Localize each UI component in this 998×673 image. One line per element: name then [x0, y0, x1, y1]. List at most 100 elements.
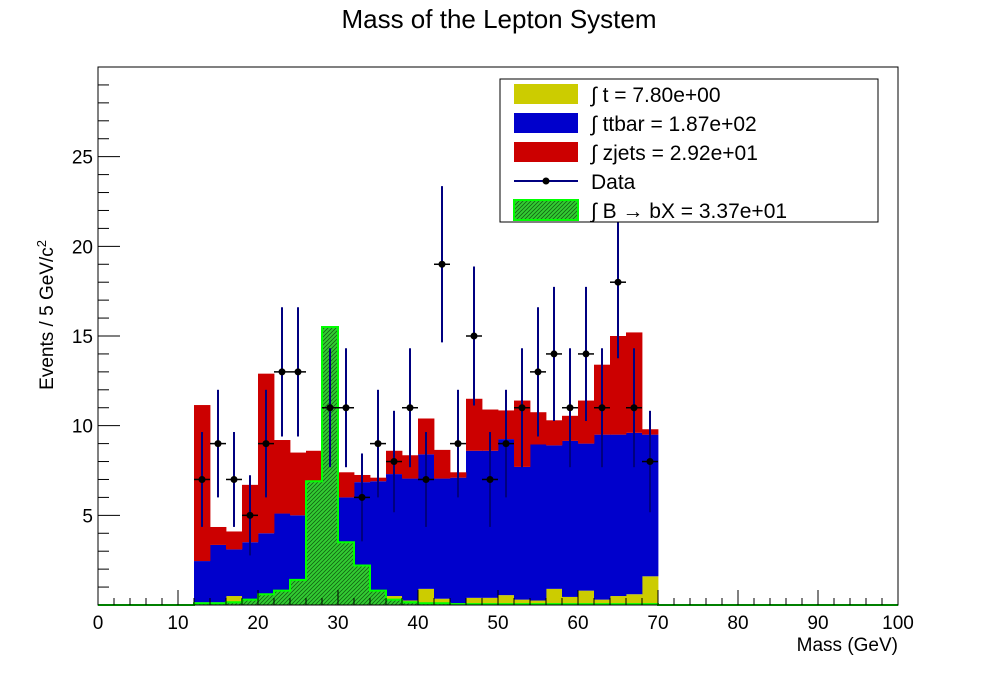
data-point-0	[198, 475, 206, 483]
data-point-12	[406, 404, 414, 412]
plot-area	[98, 186, 898, 606]
data-point-24	[598, 404, 606, 412]
data-point-25	[614, 278, 622, 286]
signal-bar-6	[290, 579, 306, 605]
y-axis-label-main: Events / 5 GeV/c	[37, 247, 58, 390]
bar-t-14	[418, 588, 435, 605]
legend-signal-label: ∫ B → bX = 3.37e+01	[590, 200, 787, 223]
bar-t-15	[434, 598, 451, 605]
chart-title: Mass of the Lepton System	[341, 4, 656, 34]
signal-bar-10	[354, 565, 370, 605]
bar-ttbar-12	[386, 474, 403, 597]
bar-ttbar-24	[578, 443, 595, 591]
x-tick-label-60: 60	[567, 613, 588, 634]
data-point-14	[438, 260, 446, 268]
legend: ∫ t = 7.80e+00 ∫ ttbar = 1.87e+02 ∫ zjets …	[499, 78, 879, 223]
legend-data-marker	[542, 177, 550, 185]
bar-ttbar-4	[258, 533, 275, 597]
signal-bar-5	[274, 590, 290, 605]
bar-ttbar-20	[514, 466, 531, 600]
bar-zjets-2	[226, 531, 243, 550]
y-tick-label-15: 15	[72, 327, 93, 348]
x-tick-label-80: 80	[727, 613, 748, 634]
data-point-6	[294, 368, 302, 376]
signal-bar-2	[226, 602, 242, 605]
y-tick-label-5: 5	[82, 506, 93, 527]
data-point-27	[646, 458, 654, 466]
signal-bar-13	[402, 602, 418, 605]
bar-zjets-17	[466, 398, 483, 451]
legend-zjets-swatch	[514, 142, 578, 162]
x-tick-label-100: 100	[882, 613, 914, 634]
bar-ttbar-3	[242, 542, 259, 600]
data-point-26	[630, 404, 638, 412]
y-tick-label-10: 10	[72, 417, 93, 438]
data-point-5	[278, 368, 286, 376]
bar-zjets-18	[482, 409, 499, 451]
data-point-4	[262, 440, 270, 448]
bar-ttbar-22	[546, 445, 563, 589]
bar-zjets-22	[546, 420, 563, 446]
bar-t-17	[466, 597, 483, 605]
bar-ttbar-6	[290, 515, 307, 595]
signal-bar-11	[370, 590, 386, 605]
legend-t-swatch	[514, 84, 578, 104]
signal-outline	[98, 326, 898, 606]
bar-t-22	[546, 588, 563, 605]
data-point-18	[502, 440, 510, 448]
data-point-23	[582, 350, 590, 358]
x-tick-label-70: 70	[647, 613, 668, 634]
bar-ttbar-16	[450, 477, 467, 604]
y-tick-label-25: 25	[72, 148, 93, 169]
legend-signal-swatch	[513, 199, 579, 221]
bar-ttbar-26	[610, 434, 627, 597]
bar-ttbar-27	[626, 432, 643, 595]
data-point-16	[470, 332, 478, 340]
x-tick-label-40: 40	[407, 613, 428, 634]
legend-data-label: Data	[591, 171, 636, 194]
bar-zjets-15	[434, 449, 451, 479]
bar-t-20	[514, 599, 531, 605]
x-tick-label-90: 90	[807, 613, 828, 634]
signal-bar-9	[338, 542, 354, 605]
data-point-8	[342, 404, 350, 412]
bar-ttbar-19	[498, 439, 515, 596]
bar-zjets-1	[210, 526, 227, 545]
x-tick-label-10: 10	[167, 613, 188, 634]
bar-t-23	[562, 596, 579, 605]
y-axis-label-superscript: 2	[34, 240, 49, 247]
y-axis-label: Events / 5 GeV/c2	[34, 240, 59, 390]
bar-zjets-5	[274, 440, 291, 514]
bar-t-27	[626, 594, 643, 605]
bar-t-19	[498, 595, 515, 605]
data-point-19	[518, 404, 526, 412]
bar-ttbar-11	[370, 481, 387, 598]
legend-ttbar-label: ∫ ttbar = 1.87e+02	[590, 113, 757, 136]
bar-zjets-26	[610, 336, 627, 435]
bar-ttbar-17	[466, 450, 483, 598]
y-tick-label-20: 20	[72, 237, 93, 258]
bar-zjets-9	[338, 472, 355, 498]
bar-t-28	[642, 576, 659, 605]
axes: 0 10 20 30 40 50 60 70 80 90 100 5 10 15 20 25	[72, 84, 914, 634]
bar-ttbar-1	[210, 544, 227, 603]
x-tick-label-50: 50	[487, 613, 508, 634]
data-point-9	[358, 493, 366, 501]
data-point-17	[486, 475, 494, 483]
signal-bar-12	[386, 599, 402, 605]
x-tick-label-0: 0	[93, 613, 104, 634]
data-point-10	[374, 440, 382, 448]
data-point-15	[454, 440, 462, 448]
bar-ttbar-0	[194, 561, 211, 603]
bar-zjets-24	[578, 400, 595, 444]
data-point-13	[422, 475, 430, 483]
signal-bar-7	[306, 481, 322, 605]
legend-t-label: ∫ t = 7.80e+00	[590, 84, 721, 107]
bar-ttbar-13	[402, 478, 419, 601]
data-point-22	[566, 404, 574, 412]
bar-ttbar-2	[226, 549, 243, 597]
bar-t-25	[594, 599, 611, 605]
legend-ttbar-swatch	[514, 113, 578, 133]
bar-ttbar-25	[594, 434, 611, 600]
